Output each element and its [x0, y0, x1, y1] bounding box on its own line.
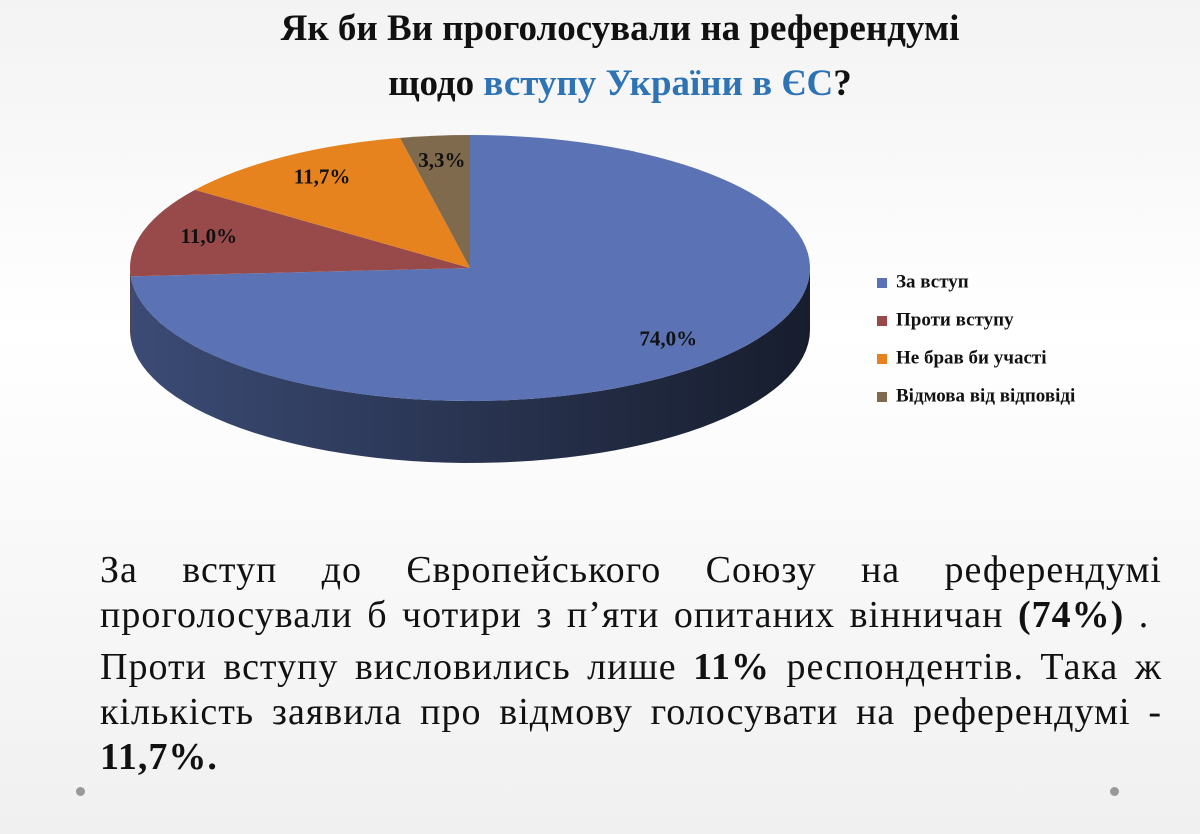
legend-label: Проти вступу	[896, 309, 1014, 330]
data-label: 11,7%	[294, 165, 351, 189]
title-highlight: вступу України в ЄС	[483, 63, 833, 104]
text-run: За вступ до Європейського Союзу на рефер…	[100, 549, 1162, 636]
text-run: 11,7%.	[100, 736, 218, 778]
paragraph: Проти вступу висловились лише 11% респон…	[100, 645, 1162, 780]
text-run: респондентів. Така ж кількість заявила п…	[100, 646, 1163, 733]
pie-side	[130, 268, 131, 339]
pie-slice	[194, 137, 471, 268]
legend-swatch	[877, 316, 887, 326]
chart-title: Як би Ви проголосували на референдумі	[281, 8, 960, 49]
data-label: 3,3%	[418, 148, 465, 172]
legend-label: Не брав би участі	[896, 347, 1047, 368]
pie-slice	[400, 135, 470, 268]
bullet	[76, 787, 85, 796]
chart: Як би Ви проголосували на референдумі що…	[130, 8, 1075, 463]
bullet	[1110, 787, 1119, 796]
title-part: ?	[833, 63, 852, 104]
legend-swatch	[877, 354, 887, 364]
legend-label: Відмова від відповіді	[896, 385, 1075, 406]
text-run: 11%	[693, 646, 770, 688]
paragraph: За вступ до Європейського Союзу на рефер…	[100, 548, 1162, 638]
text-run: Проти вступу висловились лише	[100, 646, 694, 688]
pie-slice	[130, 135, 811, 402]
chart-title: щодо вступу України в ЄС?	[388, 63, 851, 104]
pie-side	[130, 268, 811, 463]
text-run: (74%)	[1017, 594, 1125, 636]
legend-swatch	[877, 392, 887, 402]
title-part: щодо	[388, 63, 474, 104]
body-text: За вступ до Європейського Союзу на рефер…	[100, 548, 1162, 787]
legend-label: За вступ	[896, 271, 969, 292]
legend-swatch	[877, 278, 887, 288]
data-label: 11,0%	[181, 224, 238, 248]
pie-slice	[130, 189, 470, 277]
data-label: 74,0%	[639, 327, 697, 351]
text-run: .	[1124, 594, 1150, 636]
